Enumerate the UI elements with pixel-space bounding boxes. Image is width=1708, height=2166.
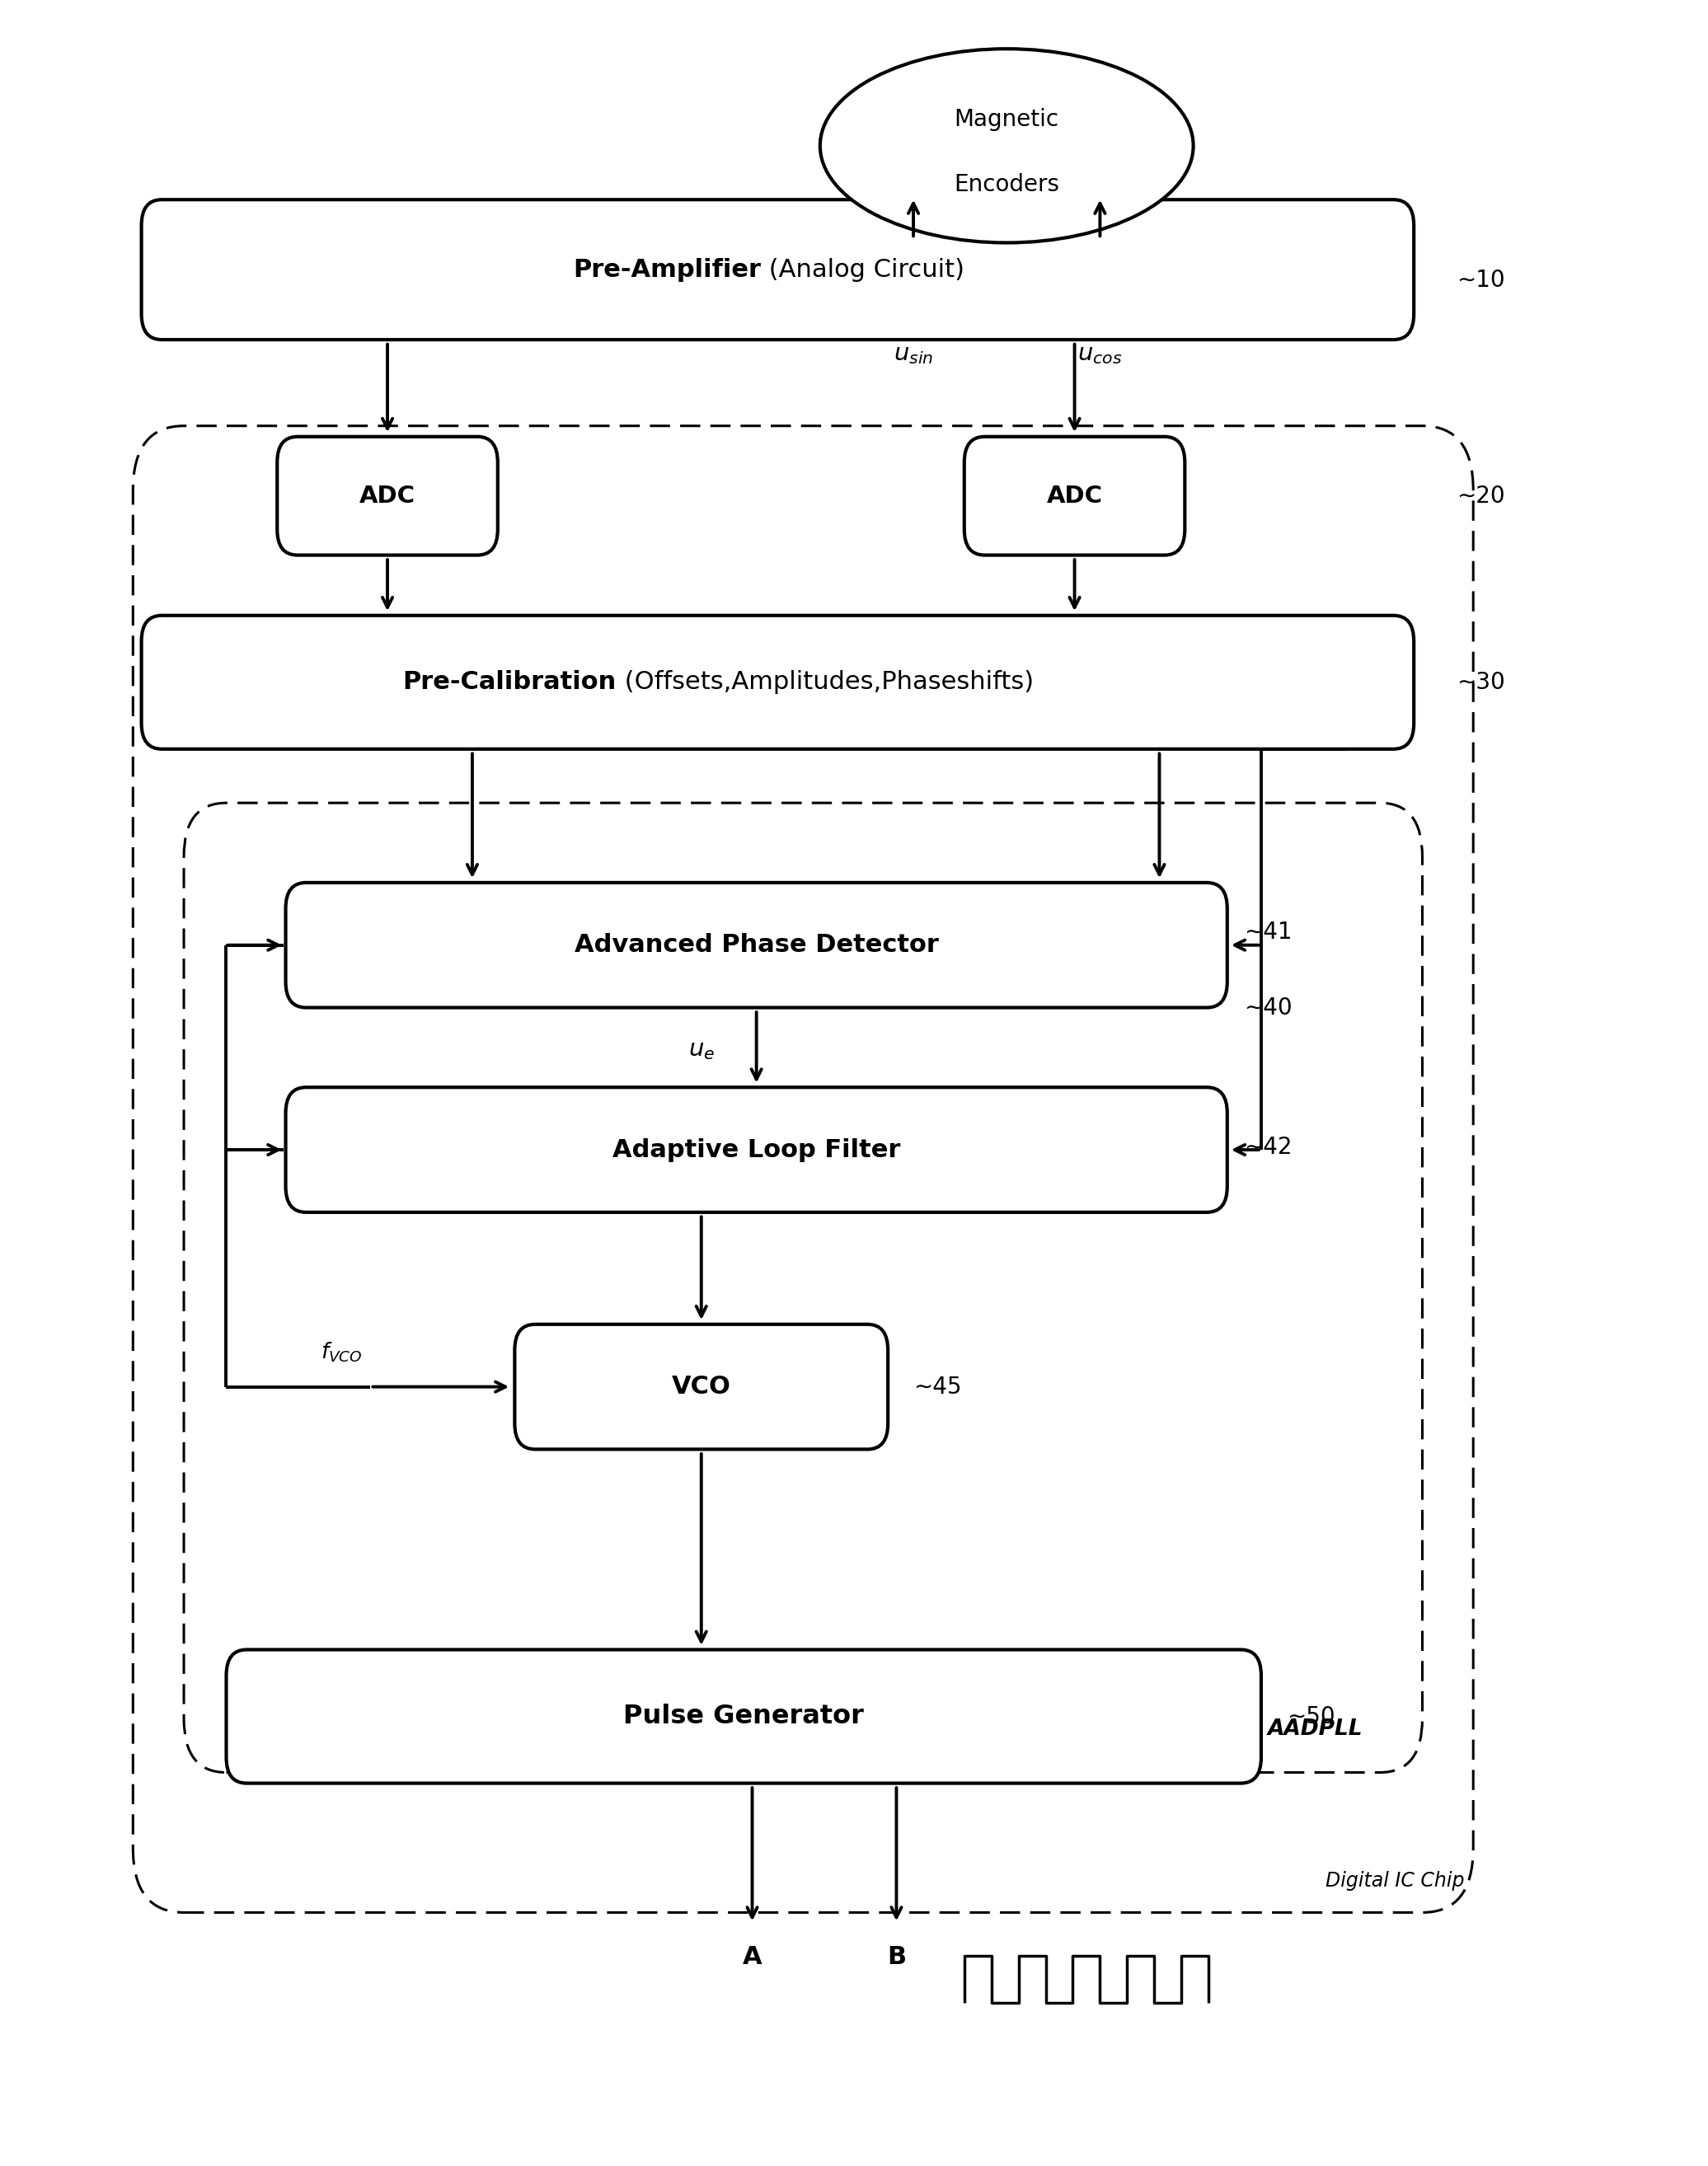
Text: Encoders: Encoders: [955, 173, 1059, 197]
Text: ∼40: ∼40: [1243, 996, 1293, 1020]
FancyBboxPatch shape: [965, 438, 1185, 554]
Text: Digital IC Chip: Digital IC Chip: [1325, 1871, 1465, 1891]
FancyBboxPatch shape: [142, 199, 1414, 340]
Text: Pre-Calibration: Pre-Calibration: [403, 669, 617, 695]
Text: ∼45: ∼45: [914, 1375, 962, 1399]
Text: Adaptive Loop Filter: Adaptive Loop Filter: [613, 1137, 900, 1161]
Text: ADC: ADC: [1047, 485, 1103, 507]
Ellipse shape: [820, 50, 1194, 243]
FancyBboxPatch shape: [225, 1650, 1261, 1783]
Text: Magnetic: Magnetic: [955, 108, 1059, 132]
FancyBboxPatch shape: [285, 1087, 1228, 1213]
Text: ∼30: ∼30: [1457, 671, 1505, 693]
Text: (Analog Circuit): (Analog Circuit): [760, 258, 965, 282]
Text: ∼10: ∼10: [1457, 269, 1505, 292]
Text: Pulse Generator: Pulse Generator: [623, 1705, 864, 1728]
FancyBboxPatch shape: [277, 438, 497, 554]
Text: $u_e$: $u_e$: [688, 1038, 714, 1061]
FancyBboxPatch shape: [285, 882, 1228, 1007]
Text: ∼20: ∼20: [1457, 485, 1505, 507]
Text: AADPLL: AADPLL: [1267, 1718, 1363, 1739]
Text: ∼50: ∼50: [1286, 1705, 1336, 1728]
Text: $u_{sin}$: $u_{sin}$: [893, 342, 933, 366]
Text: $u_{cos}$: $u_{cos}$: [1078, 342, 1122, 366]
FancyBboxPatch shape: [514, 1323, 888, 1449]
Text: ADC: ADC: [359, 485, 415, 507]
Text: Advanced Phase Detector: Advanced Phase Detector: [574, 934, 939, 957]
Text: VCO: VCO: [671, 1375, 731, 1399]
Text: B: B: [886, 1945, 905, 1969]
Text: ∼42: ∼42: [1243, 1137, 1293, 1159]
FancyBboxPatch shape: [142, 615, 1414, 749]
Text: $f_{VCO}$: $f_{VCO}$: [321, 1341, 362, 1365]
Text: Pre-Amplifier: Pre-Amplifier: [572, 258, 760, 282]
Text: ∼41: ∼41: [1243, 921, 1293, 944]
Text: A: A: [743, 1945, 762, 1969]
Text: (Offsets,Amplitudes,Phaseshifts): (Offsets,Amplitudes,Phaseshifts): [617, 669, 1033, 695]
